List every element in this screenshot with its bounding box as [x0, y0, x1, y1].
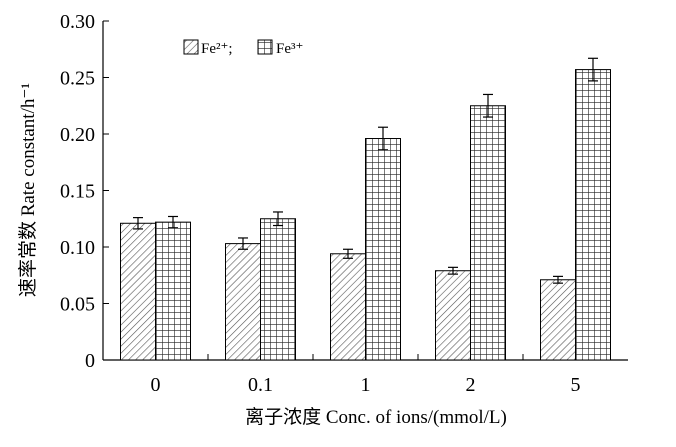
y-tick-label: 0.15: [60, 181, 95, 203]
x-tick-label: 0: [151, 374, 161, 396]
y-tick-label: 0.10: [60, 237, 95, 259]
bar-fe2: [330, 253, 366, 361]
legend-label-fe2: Fe²⁺;: [201, 41, 233, 57]
bar-fe3: [575, 69, 611, 361]
legend-label-fe3: Fe³⁺: [276, 41, 303, 57]
bar-fe3: [365, 138, 401, 361]
bar-fe2: [225, 243, 261, 361]
y-tick-label: 0: [85, 350, 95, 372]
y-tick-label: 0.30: [60, 11, 95, 33]
bar-fe3: [260, 218, 296, 361]
x-tick-label: 2: [466, 374, 476, 396]
plot-area: 0 0.05 0.10 0.15 0.20 0.25 0.30 0 0.1 1 2 5: [60, 11, 628, 396]
legend-swatch-fe3: [257, 39, 273, 55]
y-tick-label: 0.05: [60, 294, 95, 316]
x-tick-label: 1: [361, 374, 371, 396]
y-tick-label: 0.25: [60, 68, 95, 90]
y-axis-label: 速率常数 Rate constant/h⁻¹: [17, 83, 39, 297]
x-axis-label: 离子浓度 Conc. of ions/(mmol/L): [245, 406, 507, 428]
legend-swatch-fe2: [183, 39, 199, 55]
x-tick-label: 0.1: [248, 374, 273, 396]
bar-fe2: [540, 279, 576, 361]
bar-fe3: [155, 221, 191, 361]
bar-fe2: [120, 222, 156, 361]
x-tick-label: 5: [571, 374, 581, 396]
bar-fe3: [470, 105, 506, 361]
y-tick-label: 0.20: [60, 124, 95, 146]
legend: Fe²⁺; Fe³⁺: [183, 39, 303, 57]
bar-fe2: [435, 270, 471, 361]
